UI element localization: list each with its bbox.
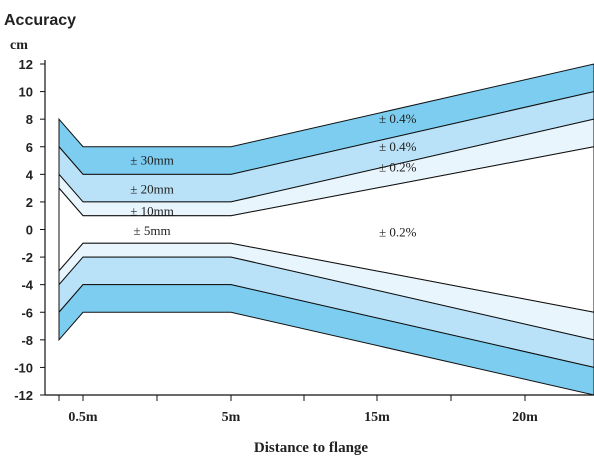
axes: 12 10 8 6 4 2 0 -2 -4 -6 -8 -10 -12 0.5m 5m 15m 20m [14,57,594,425]
y-tick-label: -10 [14,360,33,375]
y-tick-label: 2 [26,195,33,210]
band-annotation: ± 10mm [130,204,174,219]
band-dark-6 [58,284,594,396]
x-tick-label: 15m [364,410,390,425]
y-tick-label: -2 [21,250,33,265]
band-annotation: ± 0.4% [379,139,417,154]
y-tick-label: -8 [21,333,33,348]
x-tick-label: 20m [512,410,538,425]
band-annotation: ± 5mm [134,223,171,238]
band-annotation: ± 30mm [130,153,174,168]
y-tick-label: 6 [26,140,33,155]
y-tick-label: 0 [26,223,33,238]
y-tick-label: 10 [19,85,33,100]
y-tick-label: -4 [21,278,33,293]
band-annotation: ± 0.4% [379,111,417,126]
band-annotation: ± 0.2% [379,224,417,239]
x-axis-label: Distance to flange [254,440,368,456]
y-axis-unit: cm [10,38,28,53]
band-annotation: ± 20mm [130,182,174,197]
y-tick-label: 4 [26,167,34,182]
chart-title: Accuracy [4,12,76,29]
y-tick-label: -12 [14,388,33,403]
accuracy-bands [58,63,594,396]
x-tick-label: 0.5m [68,410,98,425]
y-tick-label: 12 [19,57,33,72]
y-tick-label: 8 [26,112,33,127]
x-tick-label: 5m [222,410,241,425]
band-annotation: ± 0.2% [379,159,417,174]
annotations: ± 30mm ± 20mm ± 10mm ± 5mm ± 0.4% ± 0.4% ± 0.2… [130,111,416,239]
y-tick-label: -6 [21,305,33,320]
